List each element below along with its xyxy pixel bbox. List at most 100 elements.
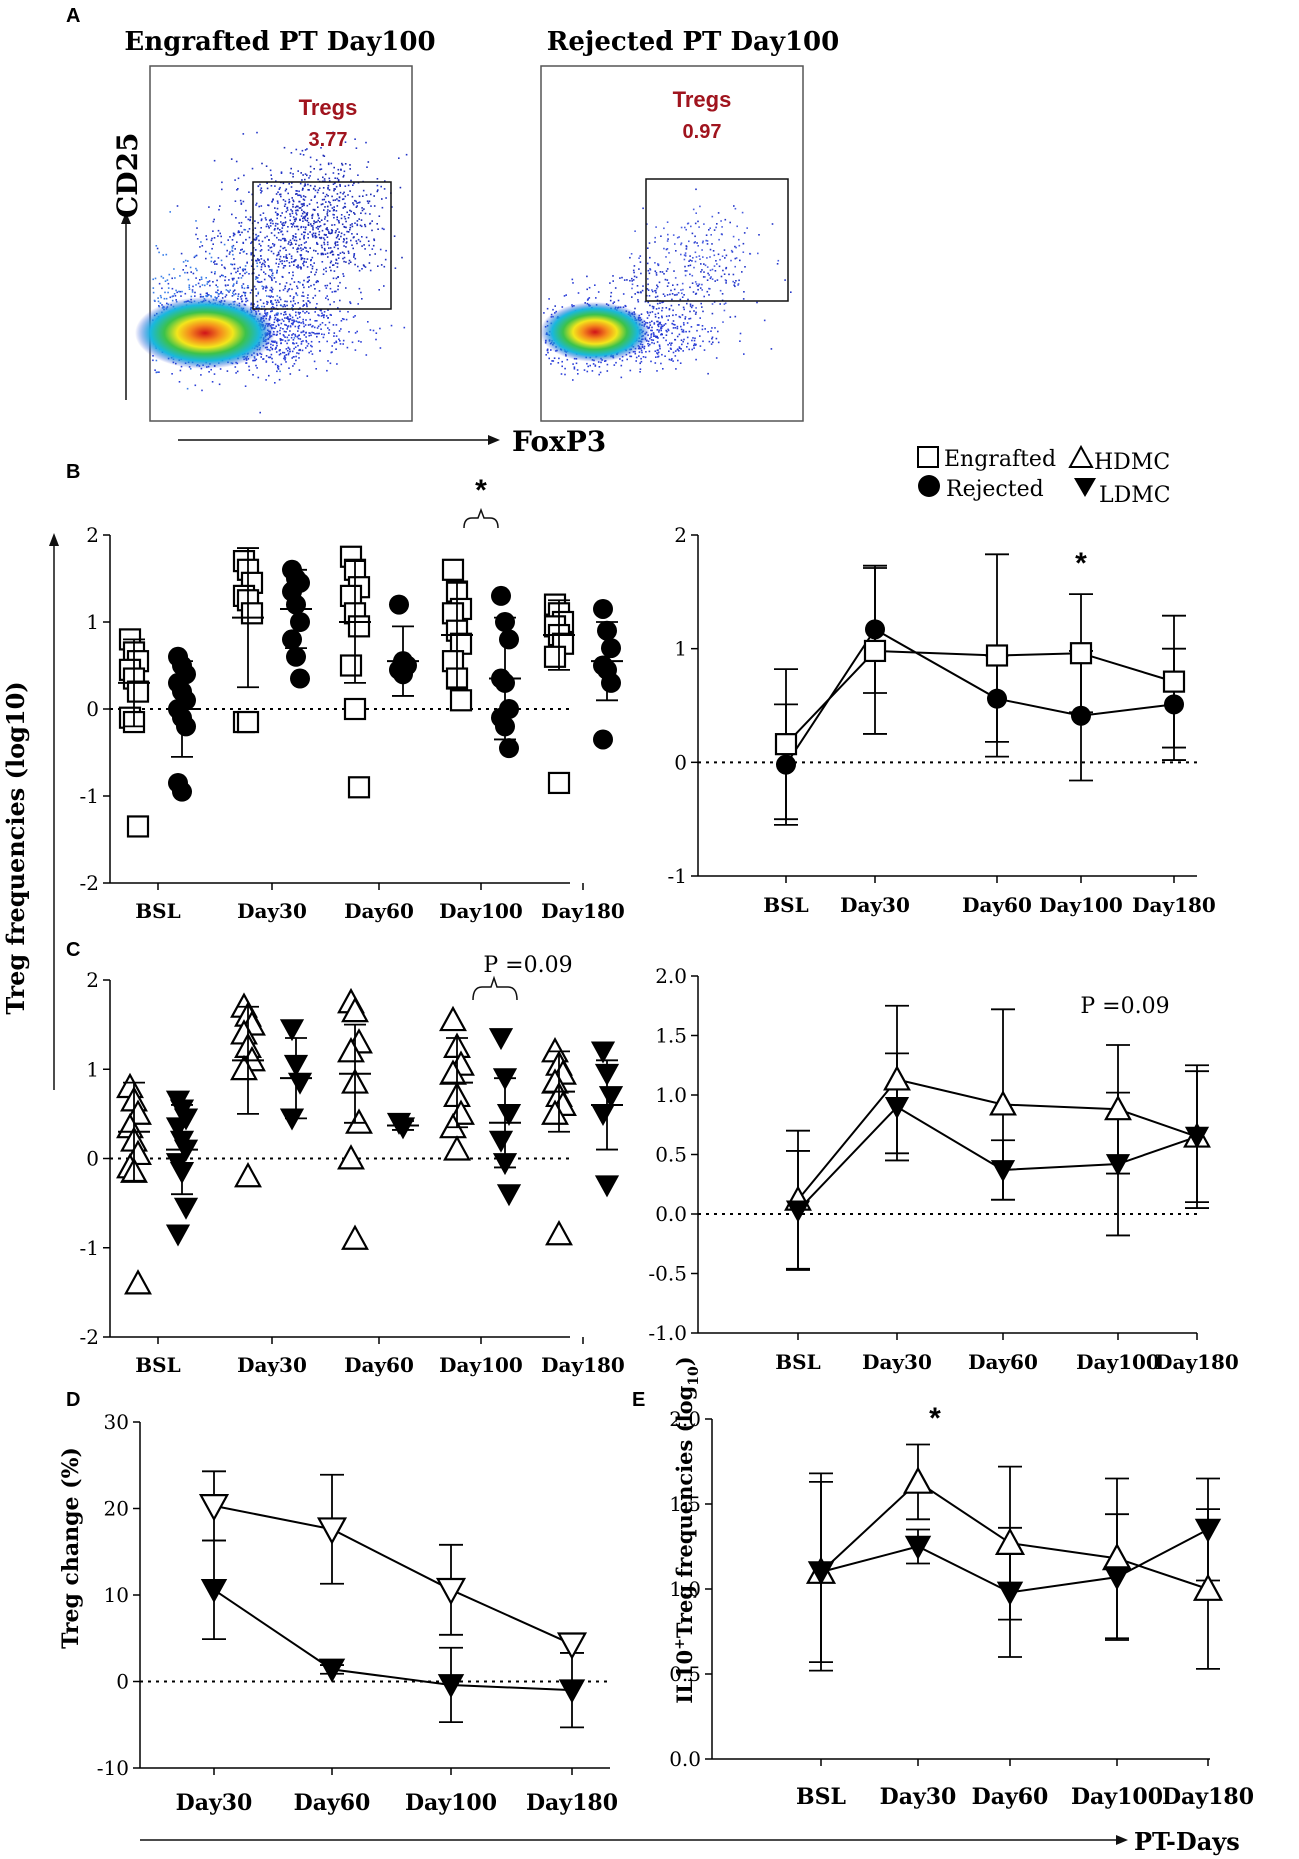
event-dot — [610, 291, 613, 294]
event-dot — [225, 255, 228, 258]
event-dot — [293, 296, 295, 298]
event-dot — [657, 263, 660, 266]
event-dot — [666, 248, 669, 250]
event-dot — [250, 302, 253, 305]
event-dot — [285, 256, 287, 258]
event-dot — [356, 223, 358, 226]
event-dot — [302, 283, 304, 286]
event-dot — [647, 340, 650, 343]
event-dot — [184, 292, 187, 295]
event-dot — [636, 291, 639, 294]
event-dot — [276, 304, 278, 307]
event-dot — [311, 234, 314, 237]
event-dot — [326, 214, 329, 217]
event-dot — [674, 355, 677, 357]
event-dot — [273, 243, 276, 246]
event-dot — [664, 295, 666, 297]
event-dot — [336, 177, 339, 180]
event-dot — [651, 329, 653, 332]
event-dot — [698, 283, 700, 286]
event-dot — [724, 302, 727, 304]
event-dot — [319, 349, 321, 352]
event-dot — [200, 278, 203, 280]
event-dot — [383, 188, 386, 190]
event-dot — [260, 245, 262, 247]
event-dot — [337, 247, 339, 250]
event-dot — [167, 287, 170, 289]
event-dot — [698, 324, 700, 326]
event-dot — [261, 162, 263, 165]
event-dot — [548, 298, 550, 300]
event-dot — [298, 352, 300, 355]
event-dot — [365, 236, 368, 239]
data-point-ldmc — [558, 1679, 586, 1704]
event-dot — [283, 246, 286, 249]
event-dot — [649, 321, 651, 324]
event-dot — [340, 169, 342, 171]
event-dot — [369, 254, 371, 256]
event-dot — [219, 368, 222, 370]
event-dot — [292, 297, 295, 300]
event-dot — [706, 266, 709, 268]
event-dot — [367, 240, 370, 242]
event-dot — [205, 250, 207, 253]
event-dot — [208, 252, 211, 255]
event-dot — [322, 237, 325, 239]
event-dot — [307, 217, 309, 220]
event-dot — [664, 355, 666, 357]
event-dot — [706, 240, 709, 242]
event-dot — [173, 293, 176, 295]
event-dot — [301, 179, 303, 181]
event-dot — [710, 276, 712, 278]
event-dot — [302, 318, 304, 321]
event-dot — [660, 327, 663, 329]
event-dot — [318, 187, 321, 189]
x-tick-label: Day100 — [405, 1790, 497, 1816]
y-tick-label: -2 — [80, 871, 99, 895]
event-dot — [296, 352, 298, 354]
event-dot — [277, 202, 279, 204]
event-dot — [598, 373, 600, 376]
event-dot — [285, 361, 287, 363]
event-dot — [689, 310, 691, 313]
event-dot — [224, 296, 227, 298]
event-dot — [275, 222, 277, 225]
event-dot — [372, 329, 375, 332]
event-dot — [292, 333, 295, 335]
event-dot — [401, 256, 403, 259]
event-dot — [268, 227, 270, 229]
event-dot — [321, 198, 324, 201]
event-dot — [694, 241, 696, 243]
event-dot — [354, 213, 356, 215]
event-dot — [302, 305, 304, 307]
event-dot — [656, 335, 658, 338]
event-dot — [674, 277, 677, 279]
y-tick-label: 1.5 — [669, 1492, 701, 1516]
event-dot — [305, 247, 307, 249]
event-dot — [680, 348, 682, 350]
event-dot — [283, 260, 286, 263]
event-dot — [192, 285, 194, 288]
event-dot — [349, 226, 352, 229]
event-dot — [680, 289, 682, 291]
event-dot — [240, 221, 243, 224]
event-dot — [333, 332, 336, 334]
event-dot — [356, 330, 358, 333]
event-dot — [275, 346, 277, 349]
data-point — [345, 1108, 373, 1134]
data-point — [126, 815, 150, 838]
event-dot — [368, 262, 371, 264]
event-dot — [270, 232, 273, 234]
event-dot — [302, 195, 305, 197]
event-dot — [204, 284, 206, 287]
event-dot — [291, 307, 293, 309]
event-dot — [302, 198, 305, 201]
event-dot — [686, 222, 689, 225]
event-dot — [240, 277, 243, 279]
event-dot — [169, 296, 172, 299]
event-dot — [286, 350, 289, 352]
event-dot — [360, 212, 362, 214]
event-dot — [615, 361, 617, 364]
data-point-engrafted — [1162, 670, 1186, 693]
event-dot — [305, 341, 308, 343]
